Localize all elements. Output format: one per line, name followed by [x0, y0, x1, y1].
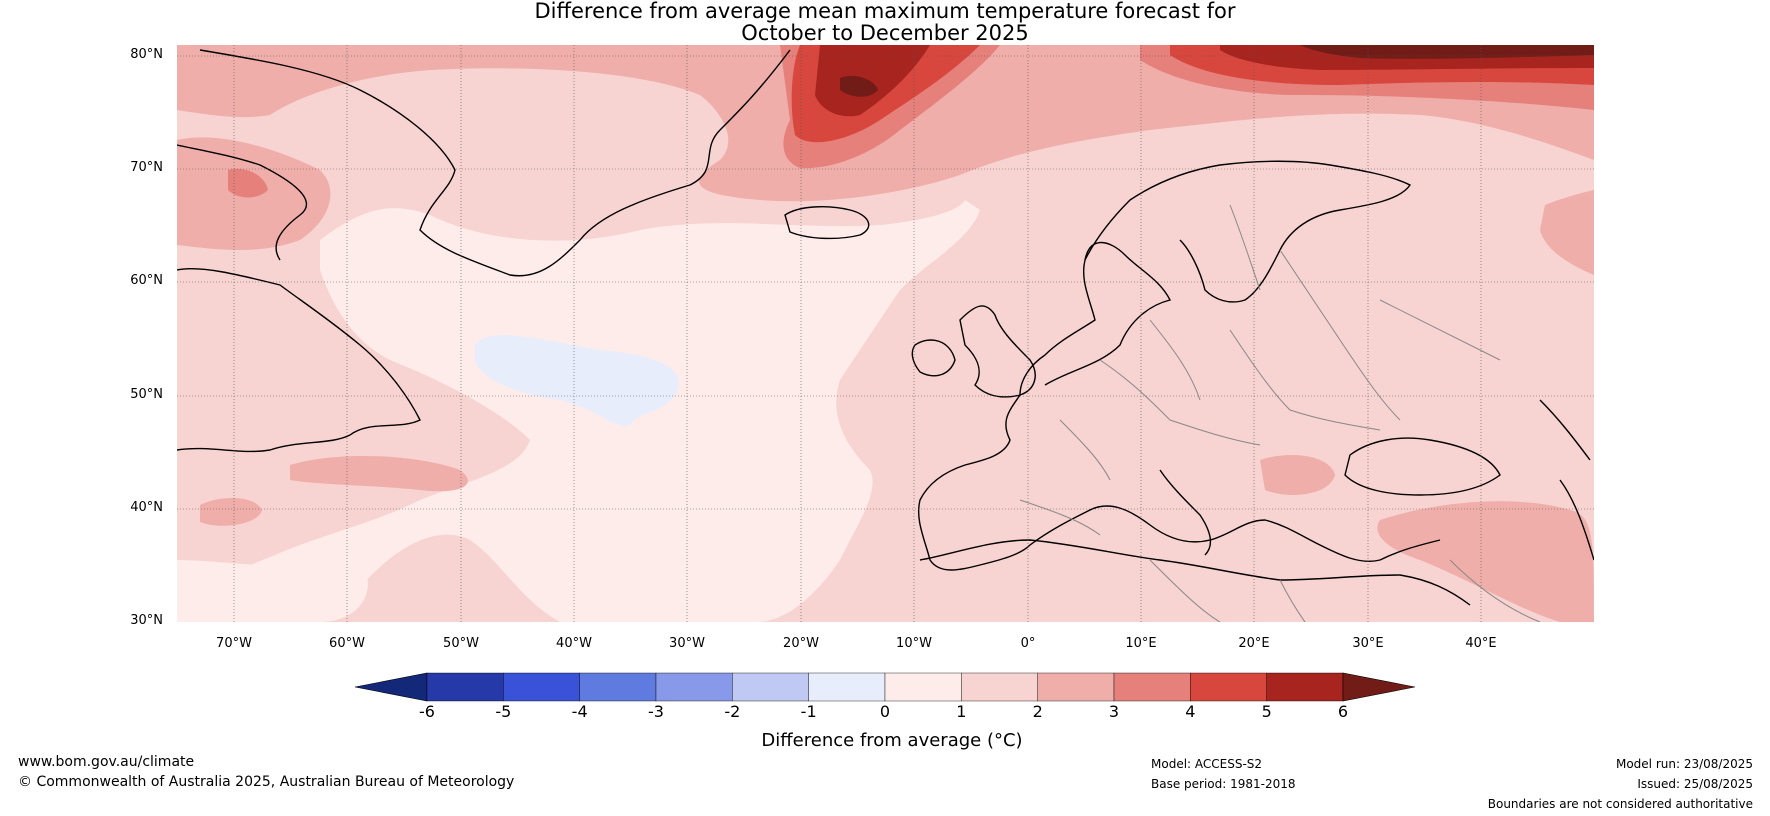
border-9 — [1149, 559, 1221, 622]
lat-tick-80: 80°N — [130, 47, 163, 62]
colorbar-segment — [732, 672, 809, 702]
colorbar-segment — [1190, 672, 1267, 702]
footer-website: www.bom.gov.au/climate — [18, 754, 195, 770]
anomaly-2-3-east — [1540, 190, 1594, 275]
graticule — [177, 45, 1594, 622]
border-5 — [1379, 299, 1501, 361]
colorbar-tick-label: 1 — [956, 702, 967, 721]
anomaly-0-1-lowlat-region — [177, 560, 368, 622]
colorbar-segment — [1266, 672, 1344, 702]
title-line-1: Difference from average mean maximum tem… — [534, 0, 1236, 23]
anomaly-3-4-baffin — [228, 168, 268, 198]
colorbar-extend-high — [1342, 672, 1416, 702]
colorbar-extend-low — [354, 672, 428, 702]
lon-tick-10e: 10°E — [1125, 636, 1157, 651]
colorbar-tick-label: -4 — [571, 702, 588, 721]
lon-tick-70w: 70°W — [216, 636, 252, 651]
anomaly-above-6-svalbard — [1300, 45, 1594, 59]
border-6 — [1229, 204, 1261, 291]
footer-model: Model: ACCESS-S2 — [1151, 757, 1263, 771]
anomaly-above-6-region — [840, 75, 878, 97]
footer-copyright: © Commonwealth of Australia 2025, Austra… — [18, 774, 515, 790]
colorbar-tick-label: -6 — [419, 702, 435, 721]
footer-issued: Issued: 25/08/2025 — [1637, 777, 1753, 791]
colorbar-tick-label: 4 — [1185, 702, 1196, 721]
iceland-coast — [784, 206, 870, 240]
lon-tick-0: 0° — [1020, 636, 1036, 651]
colorbar-segment — [884, 672, 962, 702]
anomaly-2-3-atlantic-west — [290, 455, 468, 492]
border-10 — [1279, 579, 1306, 622]
country-borders — [1019, 204, 1541, 622]
border-11 — [1449, 559, 1541, 622]
anomaly-0-1-ocean-region — [177, 200, 980, 622]
anomaly-field — [177, 45, 1594, 622]
footer-model-run: Model run: 23/08/2025 — [1615, 757, 1753, 771]
greenland-coast — [199, 49, 791, 277]
footer-boundaries-note: Boundaries are not considered authoritat… — [1487, 797, 1753, 811]
colorbar-segment — [808, 672, 886, 702]
colorbar-segment — [579, 672, 657, 702]
colorbar-tick-label: 3 — [1108, 702, 1120, 721]
map-title: Difference from average mean maximum tem… — [185, 0, 1585, 44]
lon-tick-50w: 50°W — [443, 636, 479, 651]
lon-tick-40e: 40°E — [1465, 636, 1497, 651]
colorbar-segment — [655, 672, 733, 702]
lon-tick-60w: 60°W — [329, 636, 365, 651]
border-7 — [1059, 419, 1111, 481]
border-1 — [1099, 359, 1261, 446]
colorbar-tick-label: -2 — [724, 702, 741, 721]
colorbar — [354, 672, 1416, 702]
lon-tick-30e: 30°E — [1352, 636, 1384, 651]
lon-tick-10w: 10°W — [896, 636, 932, 651]
lat-tick-30: 30°N — [130, 613, 163, 628]
lon-tick-20w: 20°W — [783, 636, 819, 651]
colorbar-tick-label: 6 — [1337, 702, 1349, 721]
anomaly-5-6-region — [815, 45, 930, 117]
coastlines — [177, 49, 1594, 606]
colorbar-tick-label: -3 — [648, 702, 664, 721]
baffin-coast — [177, 144, 308, 261]
labrador-coast — [177, 267, 421, 453]
border-2 — [1149, 319, 1201, 401]
colorbar-segment — [503, 672, 580, 702]
lon-tick-20e: 20°E — [1238, 636, 1270, 651]
colorbar-segment — [1113, 672, 1191, 702]
colorbar-tick-label: -1 — [800, 702, 817, 721]
lat-tick-70: 70°N — [130, 160, 163, 175]
anomaly-2-3-atlantic-sw — [200, 498, 262, 526]
italy-coast — [1159, 469, 1212, 556]
border-4 — [1279, 249, 1401, 421]
lat-tick-60: 60°N — [130, 273, 163, 288]
colorbar-segment — [961, 672, 1038, 702]
europe-coast — [918, 241, 1441, 571]
colorbar-tick-label: 2 — [1032, 702, 1043, 721]
colorbar-segment — [426, 672, 504, 702]
lat-tick-50: 50°N — [130, 387, 163, 402]
colorbar-segment — [1037, 672, 1115, 702]
ireland-coast — [911, 339, 956, 377]
uk-coast — [959, 305, 1036, 398]
scandinavia-coast — [1084, 160, 1412, 303]
border-3 — [1229, 329, 1381, 431]
colorbar-tick-label: 5 — [1261, 702, 1272, 721]
lon-tick-30w: 30°W — [669, 636, 705, 651]
east-coast — [1539, 399, 1594, 561]
colorbar-tick-label: 0 — [879, 702, 891, 721]
footer-base-period: Base period: 1981-2018 — [1151, 777, 1296, 791]
anomaly-2-3-middle-east — [1377, 501, 1594, 622]
border-8 — [1019, 499, 1101, 536]
north-africa-coast — [919, 539, 1471, 606]
anomaly-neg1-0-region — [475, 335, 679, 426]
colorbar-tick-label: -5 — [495, 702, 512, 721]
title-line-2: October to December 2025 — [741, 21, 1029, 45]
lon-tick-40w: 40°W — [556, 636, 592, 651]
colorbar-label: Difference from average (°C) — [761, 730, 1023, 751]
anomaly-2-3-balkans — [1260, 455, 1335, 495]
lat-tick-40: 40°N — [130, 500, 163, 515]
black-sea-coast — [1344, 437, 1501, 496]
